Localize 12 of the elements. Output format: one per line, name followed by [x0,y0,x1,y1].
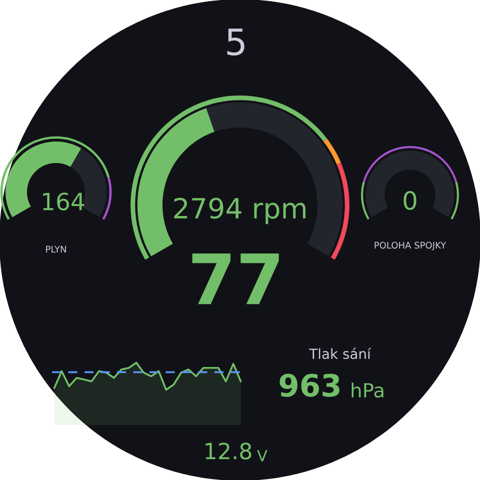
text: 164 [43,192,84,210]
text: 5 [227,28,244,56]
text: 963 [280,374,340,397]
text: V [257,450,268,462]
text: POLOHA SPOJKY [374,242,446,250]
text: 2794 rpm [174,198,306,224]
text: PLYN [46,246,66,252]
text: 12.8 [206,442,252,460]
text: hPa [352,382,384,398]
text: 0 [404,190,416,210]
text: Tlak sání [309,348,372,360]
text: 77 [192,254,279,304]
